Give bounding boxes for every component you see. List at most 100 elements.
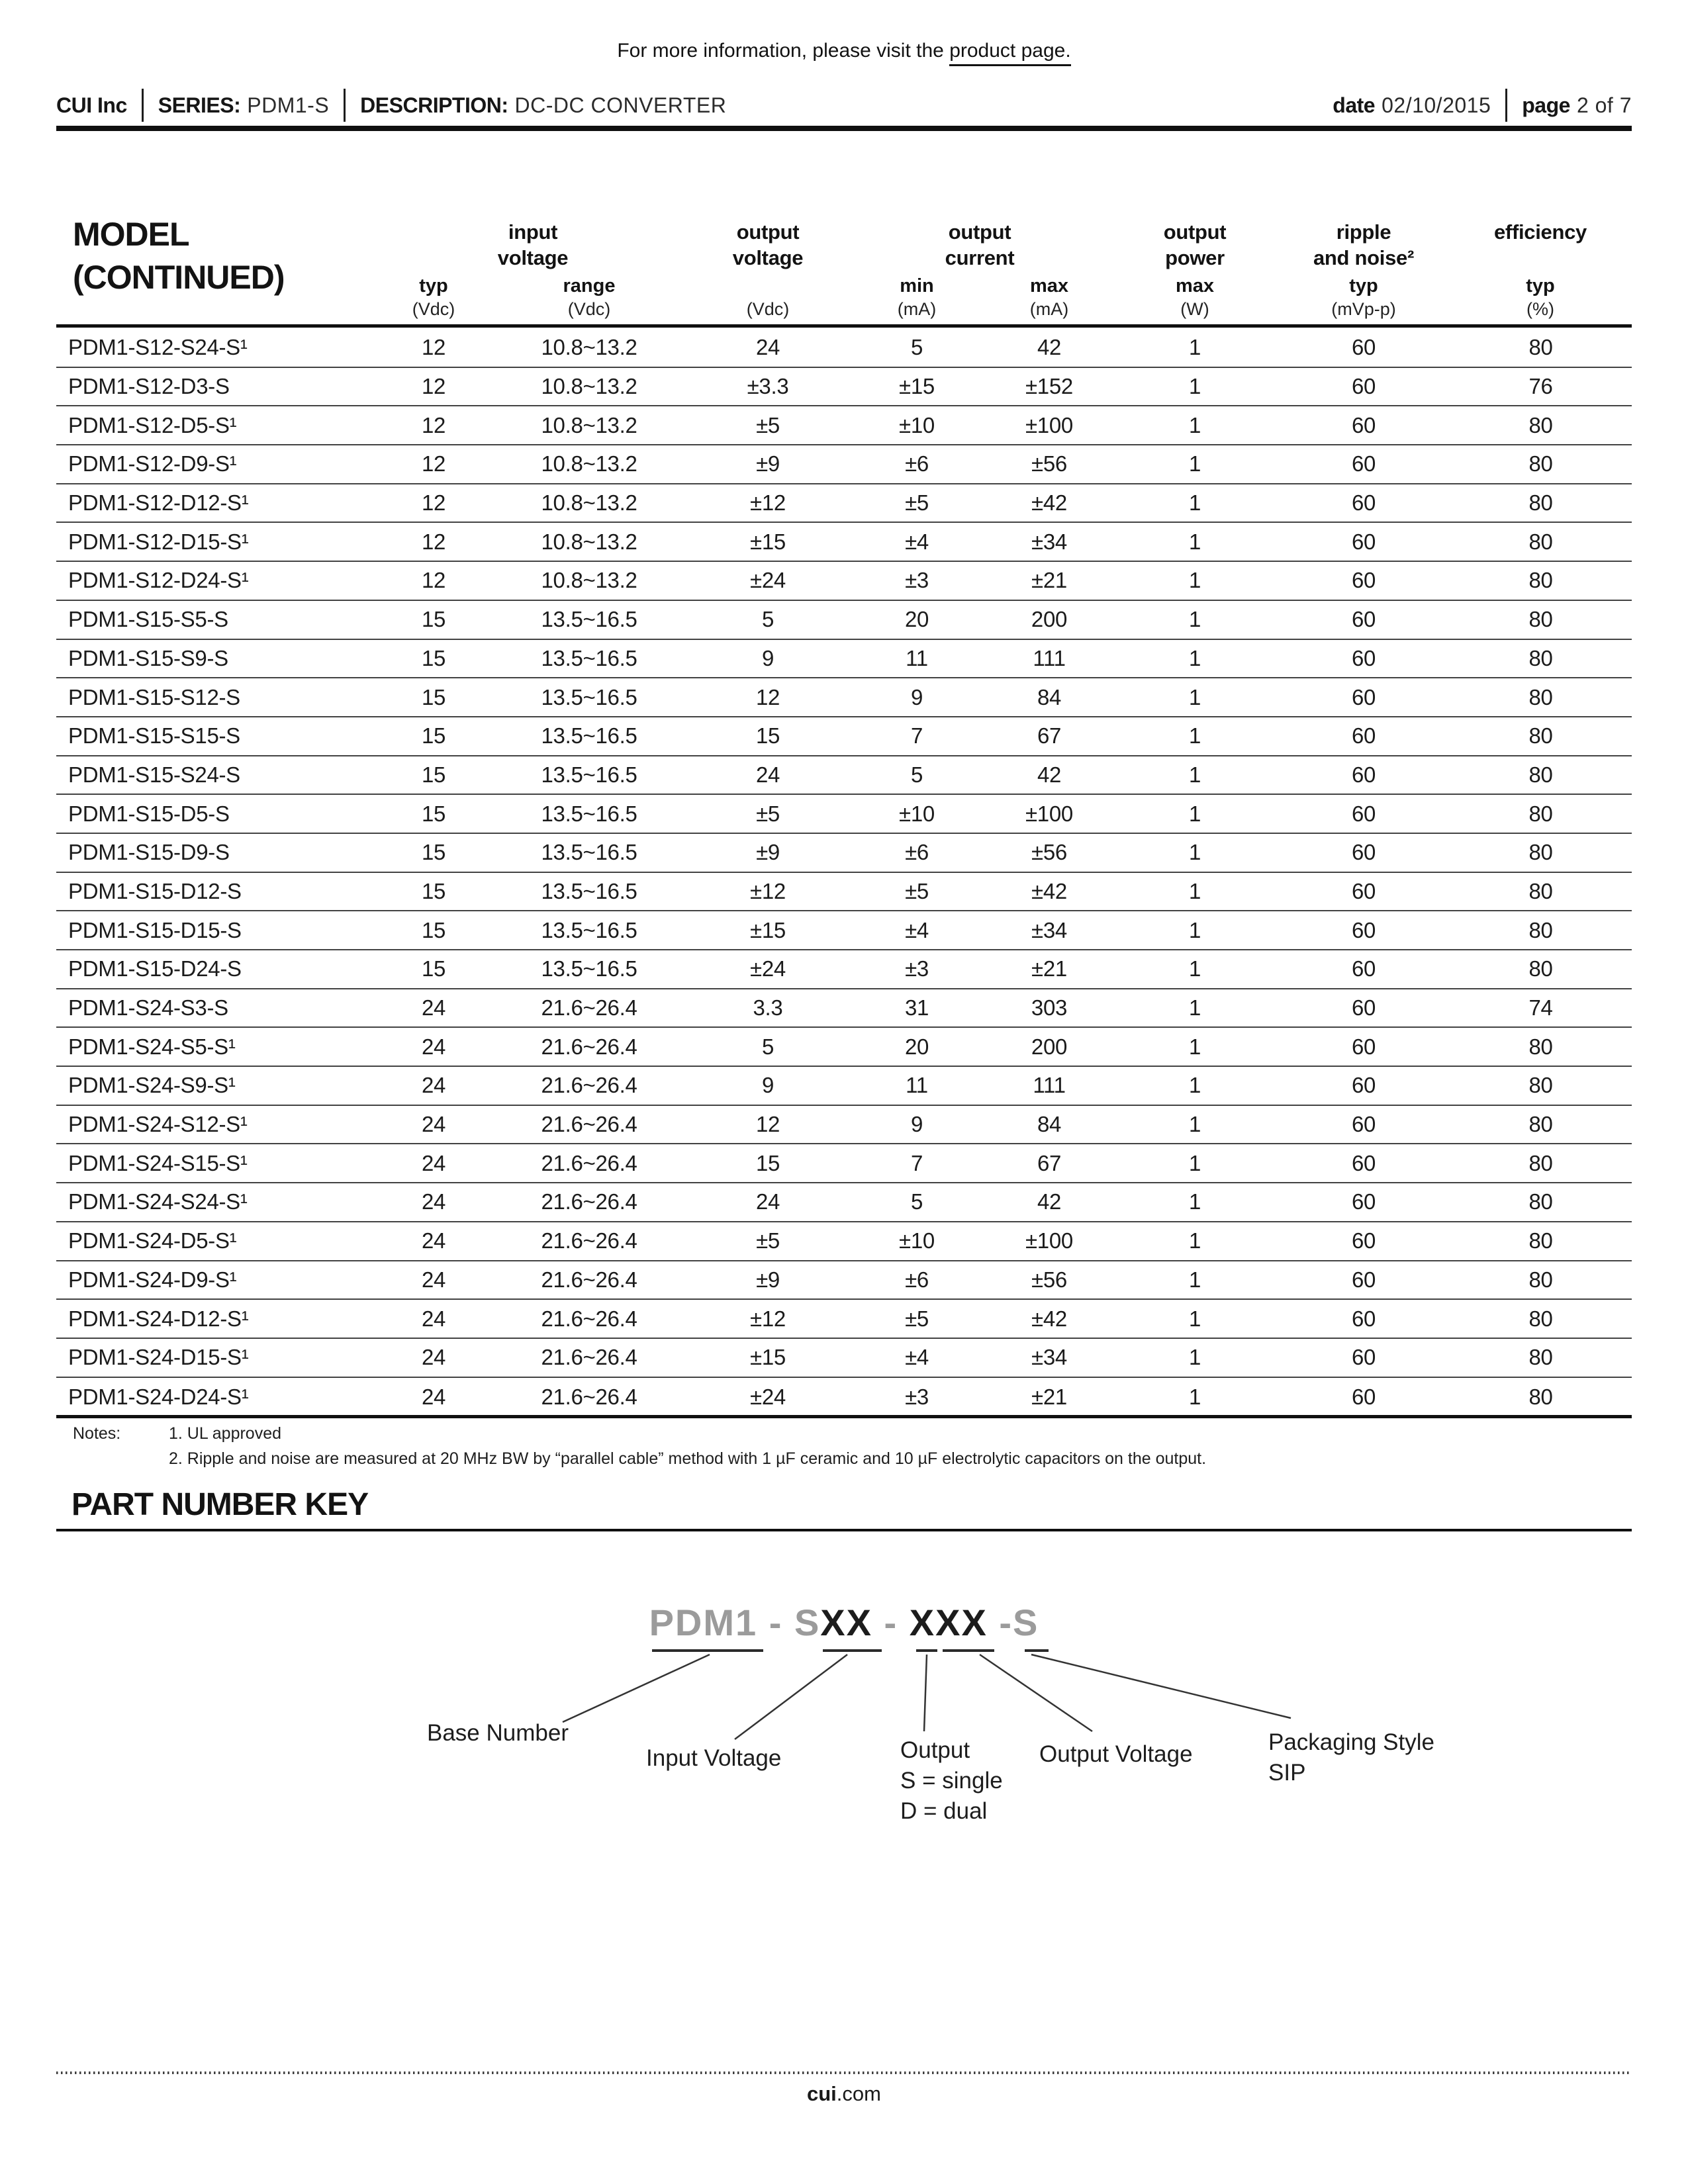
value-cell: 76 xyxy=(1528,374,1553,399)
value-cell: ±5 xyxy=(905,878,929,903)
value-cell: 21.6~26.4 xyxy=(541,1034,637,1059)
value-cell: 80 xyxy=(1528,412,1553,437)
value-cell: ±10 xyxy=(899,412,935,437)
col-attr-min: min xyxy=(900,275,934,296)
value-cell: 80 xyxy=(1528,840,1553,865)
value-cell: ±10 xyxy=(899,801,935,826)
label-output-voltage: Output Voltage xyxy=(1039,1741,1193,1767)
part-number-segment: S xyxy=(1013,1602,1039,1643)
value-cell: 1 xyxy=(1188,1384,1201,1409)
value-cell: 1 xyxy=(1188,1267,1201,1292)
value-cell: 84 xyxy=(1037,1112,1062,1137)
value-cell: 13.5~16.5 xyxy=(541,723,637,749)
value-cell: 13.5~16.5 xyxy=(541,762,637,787)
value-cell: 12 xyxy=(421,529,446,554)
value-cell: ±5 xyxy=(756,1228,780,1253)
value-cell: 80 xyxy=(1528,490,1553,516)
value-cell: 60 xyxy=(1351,529,1376,554)
group-label: output xyxy=(736,220,800,244)
model-cell: PDM1-S24-D24-S¹ xyxy=(68,1384,249,1409)
value-cell: 60 xyxy=(1351,490,1376,516)
value-cell: 60 xyxy=(1351,1112,1376,1137)
value-cell: 60 xyxy=(1351,995,1376,1021)
column-group-ripple-noise: ripple and noise² xyxy=(1258,220,1470,271)
value-cell: 60 xyxy=(1351,645,1376,670)
value-cell: 80 xyxy=(1528,529,1553,554)
value-cell: 1 xyxy=(1188,568,1201,593)
model-cell: PDM1-S24-S15-S¹ xyxy=(68,1150,248,1175)
notes-label: Notes: xyxy=(73,1424,121,1443)
value-cell: 1 xyxy=(1188,1345,1201,1370)
product-page-link[interactable]: product page. xyxy=(949,40,1071,66)
value-cell: ±3 xyxy=(905,568,929,593)
value-cell: 24 xyxy=(421,1306,446,1331)
value-cell: 60 xyxy=(1351,801,1376,826)
value-cell: 24 xyxy=(421,1267,446,1292)
value-cell: 1 xyxy=(1188,645,1201,670)
table-row: PDM1-S15-D15-S 15 13.5~16.5 ±15 ±4 ±34 1 60 80 xyxy=(56,911,1632,950)
header-divider xyxy=(1505,89,1508,122)
table-row: PDM1-S24-D5-S¹ 24 21.6~26.4 ±5 ±10 ±100 1 60 80 xyxy=(56,1222,1632,1261)
table-row: PDM1-S24-D15-S¹ 24 21.6~26.4 ±15 ±4 ±34 1 60 80 xyxy=(56,1339,1632,1378)
value-cell: ±152 xyxy=(1025,374,1073,399)
date-label: date xyxy=(1333,93,1376,117)
value-cell: 42 xyxy=(1037,335,1062,360)
value-cell: 60 xyxy=(1351,1345,1376,1370)
group-label: power xyxy=(1165,246,1225,269)
value-cell: ±9 xyxy=(756,1267,780,1292)
label-packaging-line: Packaging Style xyxy=(1268,1729,1434,1755)
table-row: PDM1-S24-D24-S¹ 24 21.6~26.4 ±24 ±3 ±21 1 60 80 xyxy=(56,1378,1632,1417)
part-number-segment: - xyxy=(872,1602,910,1643)
value-cell: 13.5~16.5 xyxy=(541,607,637,632)
value-cell: ±15 xyxy=(750,917,786,942)
value-cell: 7 xyxy=(910,1150,923,1175)
value-cell: 15 xyxy=(421,840,446,865)
label-input-voltage: Input Voltage xyxy=(646,1745,782,1771)
value-cell: 12 xyxy=(421,568,446,593)
value-cell: 10.8~13.2 xyxy=(541,451,637,477)
part-number-segment: S xyxy=(794,1602,821,1643)
col-attr-max: max xyxy=(1029,275,1069,296)
page-number: 2 of 7 xyxy=(1576,93,1632,117)
series-value: PDM1-S xyxy=(247,93,330,117)
value-cell: 24 xyxy=(755,335,780,360)
description-label: DESCRIPTION: xyxy=(360,93,508,117)
value-cell: 12 xyxy=(755,1112,780,1137)
part-number-segment: PDM1 xyxy=(649,1602,758,1643)
value-cell: 10.8~13.2 xyxy=(541,335,637,360)
model-cell: PDM1-S15-D12-S xyxy=(68,878,242,903)
value-cell: 10.8~13.2 xyxy=(541,490,637,516)
value-cell: 5 xyxy=(910,762,923,787)
model-cell: PDM1-S15-D5-S xyxy=(68,801,230,826)
footer-domain-bold: cui xyxy=(807,2082,837,2105)
table-row: PDM1-S15-D12-S 15 13.5~16.5 ±12 ±5 ±42 1 60 80 xyxy=(56,873,1632,912)
col-attr-typ: typ xyxy=(419,275,448,296)
value-cell: 80 xyxy=(1528,1228,1553,1253)
value-cell: 200 xyxy=(1031,1034,1068,1059)
value-cell: 7 xyxy=(910,723,923,749)
col-unit-vdc: (Vdc) xyxy=(412,299,455,319)
table-row: PDM1-S12-D9-S¹ 12 10.8~13.2 ±9 ±6 ±56 1 60 80 xyxy=(56,445,1632,484)
value-cell: 21.6~26.4 xyxy=(541,1345,637,1370)
value-cell: 200 xyxy=(1031,607,1068,632)
value-cell: 1 xyxy=(1188,917,1201,942)
value-cell: 1 xyxy=(1188,840,1201,865)
value-cell: ±56 xyxy=(1031,840,1067,865)
col-unit-ma: (mA) xyxy=(1029,299,1069,319)
value-cell: 60 xyxy=(1351,878,1376,903)
value-cell: 60 xyxy=(1351,335,1376,360)
value-cell: 3.3 xyxy=(753,995,783,1021)
value-cell: 12 xyxy=(421,490,446,516)
value-cell: 1 xyxy=(1188,1150,1201,1175)
value-cell: 21.6~26.4 xyxy=(541,995,637,1021)
value-cell: ±12 xyxy=(750,490,786,516)
table-title-line1: MODEL xyxy=(73,216,190,253)
value-cell: 80 xyxy=(1528,451,1553,477)
value-cell: 10.8~13.2 xyxy=(541,412,637,437)
note-item: 1. UL approved xyxy=(169,1424,282,1443)
table-row: PDM1-S12-D12-S¹ 12 10.8~13.2 ±12 ±5 ±42 1 60 80 xyxy=(56,484,1632,523)
value-cell: 1 xyxy=(1188,1189,1201,1214)
table-row: PDM1-S24-S3-S 24 21.6~26.4 3.3 31 303 1 60 74 xyxy=(56,989,1632,1028)
model-cell: PDM1-S12-S24-S¹ xyxy=(68,335,248,360)
notes-items: 1. UL approved 2. Ripple and noise are m… xyxy=(169,1424,1206,1475)
